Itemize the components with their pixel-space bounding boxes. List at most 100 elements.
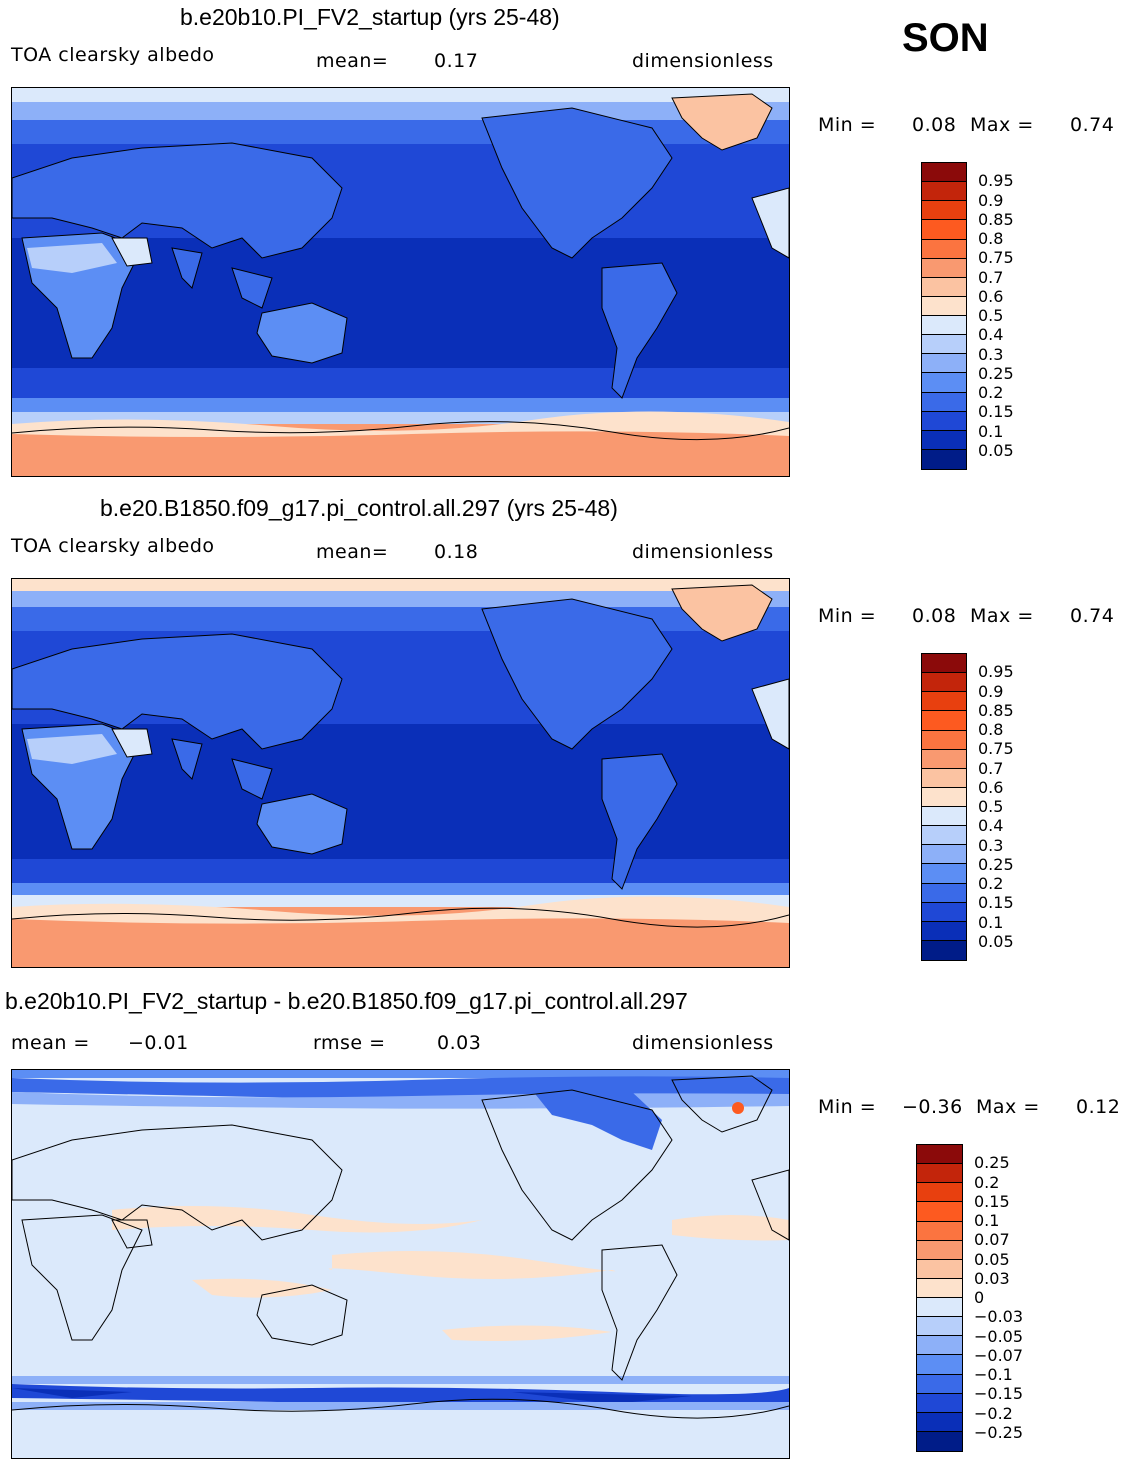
panel3-title: b.e20b10.PI_FV2_startup - b.e20.B1850.f0…	[5, 988, 688, 1014]
colorbar-swatch	[922, 807, 966, 827]
panel1-colorbar	[921, 162, 967, 470]
colorbar-swatch	[917, 1145, 962, 1165]
colorbar-swatch	[922, 902, 966, 922]
panel2-map	[11, 578, 790, 968]
colorbar-swatch	[922, 296, 966, 316]
colorbar-swatch	[922, 392, 966, 412]
panel1-units: dimensionless	[632, 50, 774, 72]
colorbar-swatch	[922, 768, 966, 788]
colorbar-swatch	[917, 1202, 962, 1222]
colorbar-tick-label: 0.7	[978, 267, 1004, 287]
colorbar-tick-label: 0.05	[974, 1249, 1010, 1269]
colorbar-swatch	[922, 201, 966, 221]
colorbar-tick-label: 0.05	[978, 931, 1014, 951]
colorbar-tick-label: 0.25	[978, 854, 1014, 874]
panel2-units: dimensionless	[632, 541, 774, 563]
colorbar-swatch	[922, 711, 966, 731]
colorbar-swatch	[922, 335, 966, 355]
colorbar-swatch	[922, 449, 966, 469]
colorbar-tick-label: 0.95	[978, 662, 1014, 682]
colorbar-tick-label: 0.5	[978, 306, 1004, 325]
colorbar-tick-label: 0.3	[978, 344, 1004, 364]
colorbar-tick-label: 0.15	[974, 1191, 1010, 1211]
colorbar-tick-label: 0.6	[978, 286, 1004, 306]
colorbar-swatch	[917, 1355, 962, 1375]
colorbar-tick-label: 0.7	[978, 758, 1004, 778]
panel3-min-value: −0.36	[902, 1096, 963, 1118]
colorbar-swatch	[922, 373, 966, 393]
colorbar-tick-label: 0.95	[978, 171, 1014, 191]
colorbar-tick-label: −0.07	[974, 1345, 1024, 1365]
panel1-min-label: Min =	[818, 114, 877, 136]
colorbar-tick-label: 0.5	[978, 797, 1004, 816]
colorbar-tick-label: 0.2	[974, 1172, 1000, 1192]
colorbar-tick-label: 0.3	[978, 835, 1004, 855]
panel3-mean-value: −0.01	[128, 1032, 189, 1054]
colorbar-swatch	[917, 1164, 962, 1184]
panel2-colorbar-labels: 0.95 0.9 0.85 0.8 0.75 0.7 0.6 0.5 0.4 0.3 0.25 0.2…	[978, 653, 1038, 961]
panel1-map	[11, 87, 790, 477]
panel1-colorbar-labels: 0.95 0.9 0.85 0.8 0.75 0.7 0.6 0.5 0.4 0.3 0.25 0.2…	[978, 162, 1038, 470]
colorbar-tick-label: 0.8	[978, 229, 1004, 248]
colorbar-tick-label: 0.2	[978, 383, 1004, 402]
panel2-title: b.e20.B1850.f09_g17.pi_control.all.297 (…	[100, 495, 618, 521]
panel1-mean-label: mean=	[316, 50, 389, 72]
colorbar-tick-label: 0.9	[978, 190, 1004, 210]
colorbar-swatch	[922, 430, 966, 450]
panel1-variable: TOA clearsky albedo	[11, 44, 215, 66]
colorbar-swatch	[917, 1393, 962, 1413]
panel3-mean-label: mean =	[11, 1032, 90, 1054]
panel1-mean-value: 0.17	[434, 50, 479, 72]
colorbar-swatch	[922, 411, 966, 431]
colorbar-tick-label: 0.75	[978, 739, 1014, 759]
panel2-max-label: Max =	[970, 605, 1034, 627]
colorbar-swatch	[917, 1412, 962, 1432]
colorbar-tick-label: 0.15	[978, 402, 1014, 422]
panel2-mean-label: mean=	[316, 541, 389, 563]
colorbar-tick-label: 0.1	[978, 421, 1004, 441]
colorbar-tick-label: −0.05	[974, 1326, 1024, 1346]
colorbar-tick-label: 0.1	[978, 912, 1004, 932]
colorbar-swatch	[922, 258, 966, 278]
colorbar-tick-label: 0.6	[978, 777, 1004, 797]
colorbar-swatch	[917, 1336, 962, 1356]
colorbar-swatch	[917, 1317, 962, 1337]
colorbar-swatch	[922, 864, 966, 884]
colorbar-tick-label: 0.4	[978, 325, 1004, 345]
colorbar-swatch	[922, 826, 966, 846]
colorbar-tick-label: −0.2	[974, 1403, 1013, 1423]
colorbar-swatch	[917, 1259, 962, 1279]
colorbar-tick-label: 0.15	[978, 893, 1014, 913]
colorbar-swatch	[922, 220, 966, 240]
panel3-colorbar-labels: 0.25 0.2 0.15 0.1 0.07 0.05 0.03 0 −0.03 −0.05 −0.…	[974, 1144, 1044, 1452]
colorbar-swatch	[917, 1240, 962, 1260]
colorbar-tick-label: −0.1	[974, 1365, 1013, 1384]
panel3-max-value: 0.12	[1076, 1096, 1121, 1118]
panel3-units: dimensionless	[632, 1032, 774, 1054]
colorbar-swatch	[922, 692, 966, 712]
panel3-map	[11, 1069, 790, 1459]
colorbar-swatch	[922, 182, 966, 202]
colorbar-tick-label: 0.25	[978, 363, 1014, 383]
panel3-rmse-label: rmse =	[313, 1032, 386, 1054]
panel2-min-value: 0.08	[912, 605, 957, 627]
colorbar-swatch	[922, 845, 966, 865]
panel2-variable: TOA clearsky albedo	[11, 535, 215, 557]
colorbar-tick-label: 0.03	[974, 1268, 1010, 1288]
panel1-title: b.e20b10.PI_FV2_startup (yrs 25-48)	[180, 4, 560, 30]
colorbar-swatch	[917, 1431, 962, 1451]
colorbar-swatch	[922, 749, 966, 769]
colorbar-tick-label: 0.1	[974, 1211, 1000, 1230]
colorbar-swatch	[917, 1298, 962, 1318]
panel1-max-label: Max =	[970, 114, 1034, 136]
colorbar-swatch	[922, 354, 966, 374]
colorbar-tick-label: −0.15	[974, 1384, 1024, 1404]
colorbar-swatch	[922, 163, 966, 183]
colorbar-tick-label: −0.25	[974, 1422, 1024, 1442]
panel3-min-label: Min =	[818, 1096, 877, 1118]
colorbar-swatch	[922, 239, 966, 259]
colorbar-tick-label: 0.05	[978, 440, 1014, 460]
colorbar-tick-label: 0.85	[978, 209, 1014, 229]
colorbar-swatch	[922, 277, 966, 297]
panel2-colorbar	[921, 653, 967, 961]
